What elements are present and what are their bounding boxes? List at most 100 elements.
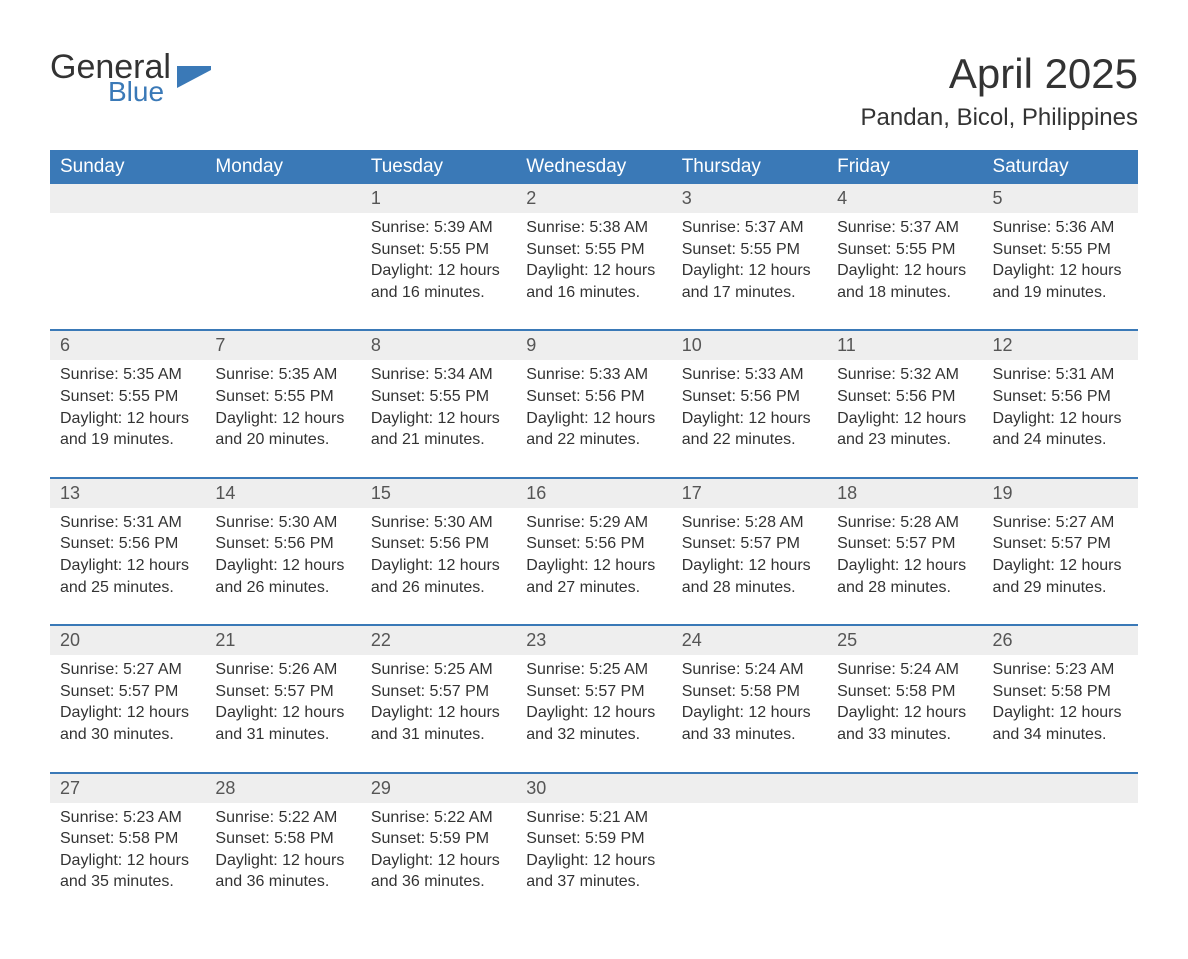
day-content-row: Sunrise: 5:35 AMSunset: 5:55 PMDaylight:… [50,360,1138,476]
day-content-row: Sunrise: 5:31 AMSunset: 5:56 PMDaylight:… [50,508,1138,624]
sunrise-text: Sunrise: 5:37 AM [837,217,972,239]
sunrise-text: Sunrise: 5:28 AM [682,512,817,534]
dl1-text: Daylight: 12 hours [526,555,661,577]
sunrise-text: Sunrise: 5:35 AM [215,364,350,386]
dl2-text: and 33 minutes. [837,724,972,746]
day-content-cell: Sunrise: 5:31 AMSunset: 5:56 PMDaylight:… [50,508,205,624]
sunset-text: Sunset: 5:59 PM [526,828,661,850]
sunrise-text: Sunrise: 5:28 AM [837,512,972,534]
day-number-cell [205,184,360,213]
sunrise-text: Sunrise: 5:30 AM [371,512,506,534]
sunrise-text: Sunrise: 5:25 AM [371,659,506,681]
title-block: April 2025 Pandan, Bicol, Philippines [860,50,1138,132]
dl1-text: Daylight: 12 hours [60,408,195,430]
dl1-text: Daylight: 12 hours [215,850,350,872]
sunrise-text: Sunrise: 5:30 AM [215,512,350,534]
day-number-cell [983,774,1138,803]
sunrise-text: Sunrise: 5:24 AM [837,659,972,681]
day-number-row: 12345 [50,184,1138,213]
day-number-cell: 20 [50,626,205,655]
day-number-cell: 26 [983,626,1138,655]
dl1-text: Daylight: 12 hours [837,408,972,430]
day-content-cell: Sunrise: 5:22 AMSunset: 5:58 PMDaylight:… [205,803,360,919]
sunset-text: Sunset: 5:55 PM [682,239,817,261]
day-content-cell: Sunrise: 5:30 AMSunset: 5:56 PMDaylight:… [361,508,516,624]
day-number-row: 27282930 [50,774,1138,803]
dl2-text: and 20 minutes. [215,429,350,451]
page-header: General Blue April 2025 Pandan, Bicol, P… [50,50,1138,132]
col-header: Friday [827,150,982,184]
calendar-page: General Blue April 2025 Pandan, Bicol, P… [0,0,1188,959]
day-number-cell: 24 [672,626,827,655]
day-content-cell: Sunrise: 5:25 AMSunset: 5:57 PMDaylight:… [361,655,516,771]
sunrise-text: Sunrise: 5:23 AM [60,807,195,829]
dl1-text: Daylight: 12 hours [215,555,350,577]
sunset-text: Sunset: 5:57 PM [371,681,506,703]
col-header: Saturday [983,150,1138,184]
day-content-cell: Sunrise: 5:37 AMSunset: 5:55 PMDaylight:… [672,213,827,329]
day-number-cell: 22 [361,626,516,655]
day-content-cell: Sunrise: 5:26 AMSunset: 5:57 PMDaylight:… [205,655,360,771]
sunrise-text: Sunrise: 5:29 AM [526,512,661,534]
day-content-cell: Sunrise: 5:25 AMSunset: 5:57 PMDaylight:… [516,655,671,771]
sunset-text: Sunset: 5:55 PM [215,386,350,408]
day-content-cell: Sunrise: 5:21 AMSunset: 5:59 PMDaylight:… [516,803,671,919]
day-number-cell: 27 [50,774,205,803]
sunset-text: Sunset: 5:56 PM [837,386,972,408]
day-number-cell [672,774,827,803]
dl2-text: and 16 minutes. [371,282,506,304]
sunset-text: Sunset: 5:55 PM [837,239,972,261]
sunset-text: Sunset: 5:56 PM [682,386,817,408]
sunset-text: Sunset: 5:56 PM [215,533,350,555]
day-header-row: Sunday Monday Tuesday Wednesday Thursday… [50,150,1138,184]
day-content-cell: Sunrise: 5:35 AMSunset: 5:55 PMDaylight:… [205,360,360,476]
day-number-cell: 19 [983,479,1138,508]
dl1-text: Daylight: 12 hours [993,408,1128,430]
sunrise-text: Sunrise: 5:21 AM [526,807,661,829]
sunset-text: Sunset: 5:55 PM [371,386,506,408]
sunrise-text: Sunrise: 5:26 AM [215,659,350,681]
dl2-text: and 35 minutes. [60,871,195,893]
dl1-text: Daylight: 12 hours [993,260,1128,282]
dl2-text: and 21 minutes. [371,429,506,451]
day-content-cell: Sunrise: 5:37 AMSunset: 5:55 PMDaylight:… [827,213,982,329]
day-content-cell: Sunrise: 5:32 AMSunset: 5:56 PMDaylight:… [827,360,982,476]
sunrise-text: Sunrise: 5:25 AM [526,659,661,681]
dl2-text: and 33 minutes. [682,724,817,746]
sunset-text: Sunset: 5:56 PM [526,533,661,555]
dl1-text: Daylight: 12 hours [60,555,195,577]
sunrise-text: Sunrise: 5:32 AM [837,364,972,386]
sunrise-text: Sunrise: 5:36 AM [993,217,1128,239]
day-content-cell: Sunrise: 5:23 AMSunset: 5:58 PMDaylight:… [983,655,1138,771]
sunset-text: Sunset: 5:58 PM [837,681,972,703]
sunrise-text: Sunrise: 5:34 AM [371,364,506,386]
sunset-text: Sunset: 5:58 PM [682,681,817,703]
day-content-cell: Sunrise: 5:38 AMSunset: 5:55 PMDaylight:… [516,213,671,329]
sunrise-text: Sunrise: 5:24 AM [682,659,817,681]
dl1-text: Daylight: 12 hours [371,702,506,724]
day-content-cell [672,803,827,919]
sunrise-text: Sunrise: 5:27 AM [60,659,195,681]
brand-logo: General Blue [50,50,211,106]
dl2-text: and 27 minutes. [526,577,661,599]
day-number-cell: 16 [516,479,671,508]
dl1-text: Daylight: 12 hours [682,555,817,577]
day-content-cell: Sunrise: 5:30 AMSunset: 5:56 PMDaylight:… [205,508,360,624]
dl2-text: and 34 minutes. [993,724,1128,746]
calendar-table: Sunday Monday Tuesday Wednesday Thursday… [50,150,1138,919]
day-content-cell: Sunrise: 5:31 AMSunset: 5:56 PMDaylight:… [983,360,1138,476]
day-number-cell: 25 [827,626,982,655]
day-content-cell [827,803,982,919]
brand-blue: Blue [108,78,171,106]
dl2-text: and 29 minutes. [993,577,1128,599]
day-number-cell: 30 [516,774,671,803]
day-content-cell: Sunrise: 5:24 AMSunset: 5:58 PMDaylight:… [672,655,827,771]
day-content-cell: Sunrise: 5:23 AMSunset: 5:58 PMDaylight:… [50,803,205,919]
day-number-cell: 14 [205,479,360,508]
sunset-text: Sunset: 5:56 PM [60,533,195,555]
dl2-text: and 19 minutes. [993,282,1128,304]
sunset-text: Sunset: 5:58 PM [215,828,350,850]
dl2-text: and 28 minutes. [682,577,817,599]
day-number-cell: 17 [672,479,827,508]
col-header: Wednesday [516,150,671,184]
